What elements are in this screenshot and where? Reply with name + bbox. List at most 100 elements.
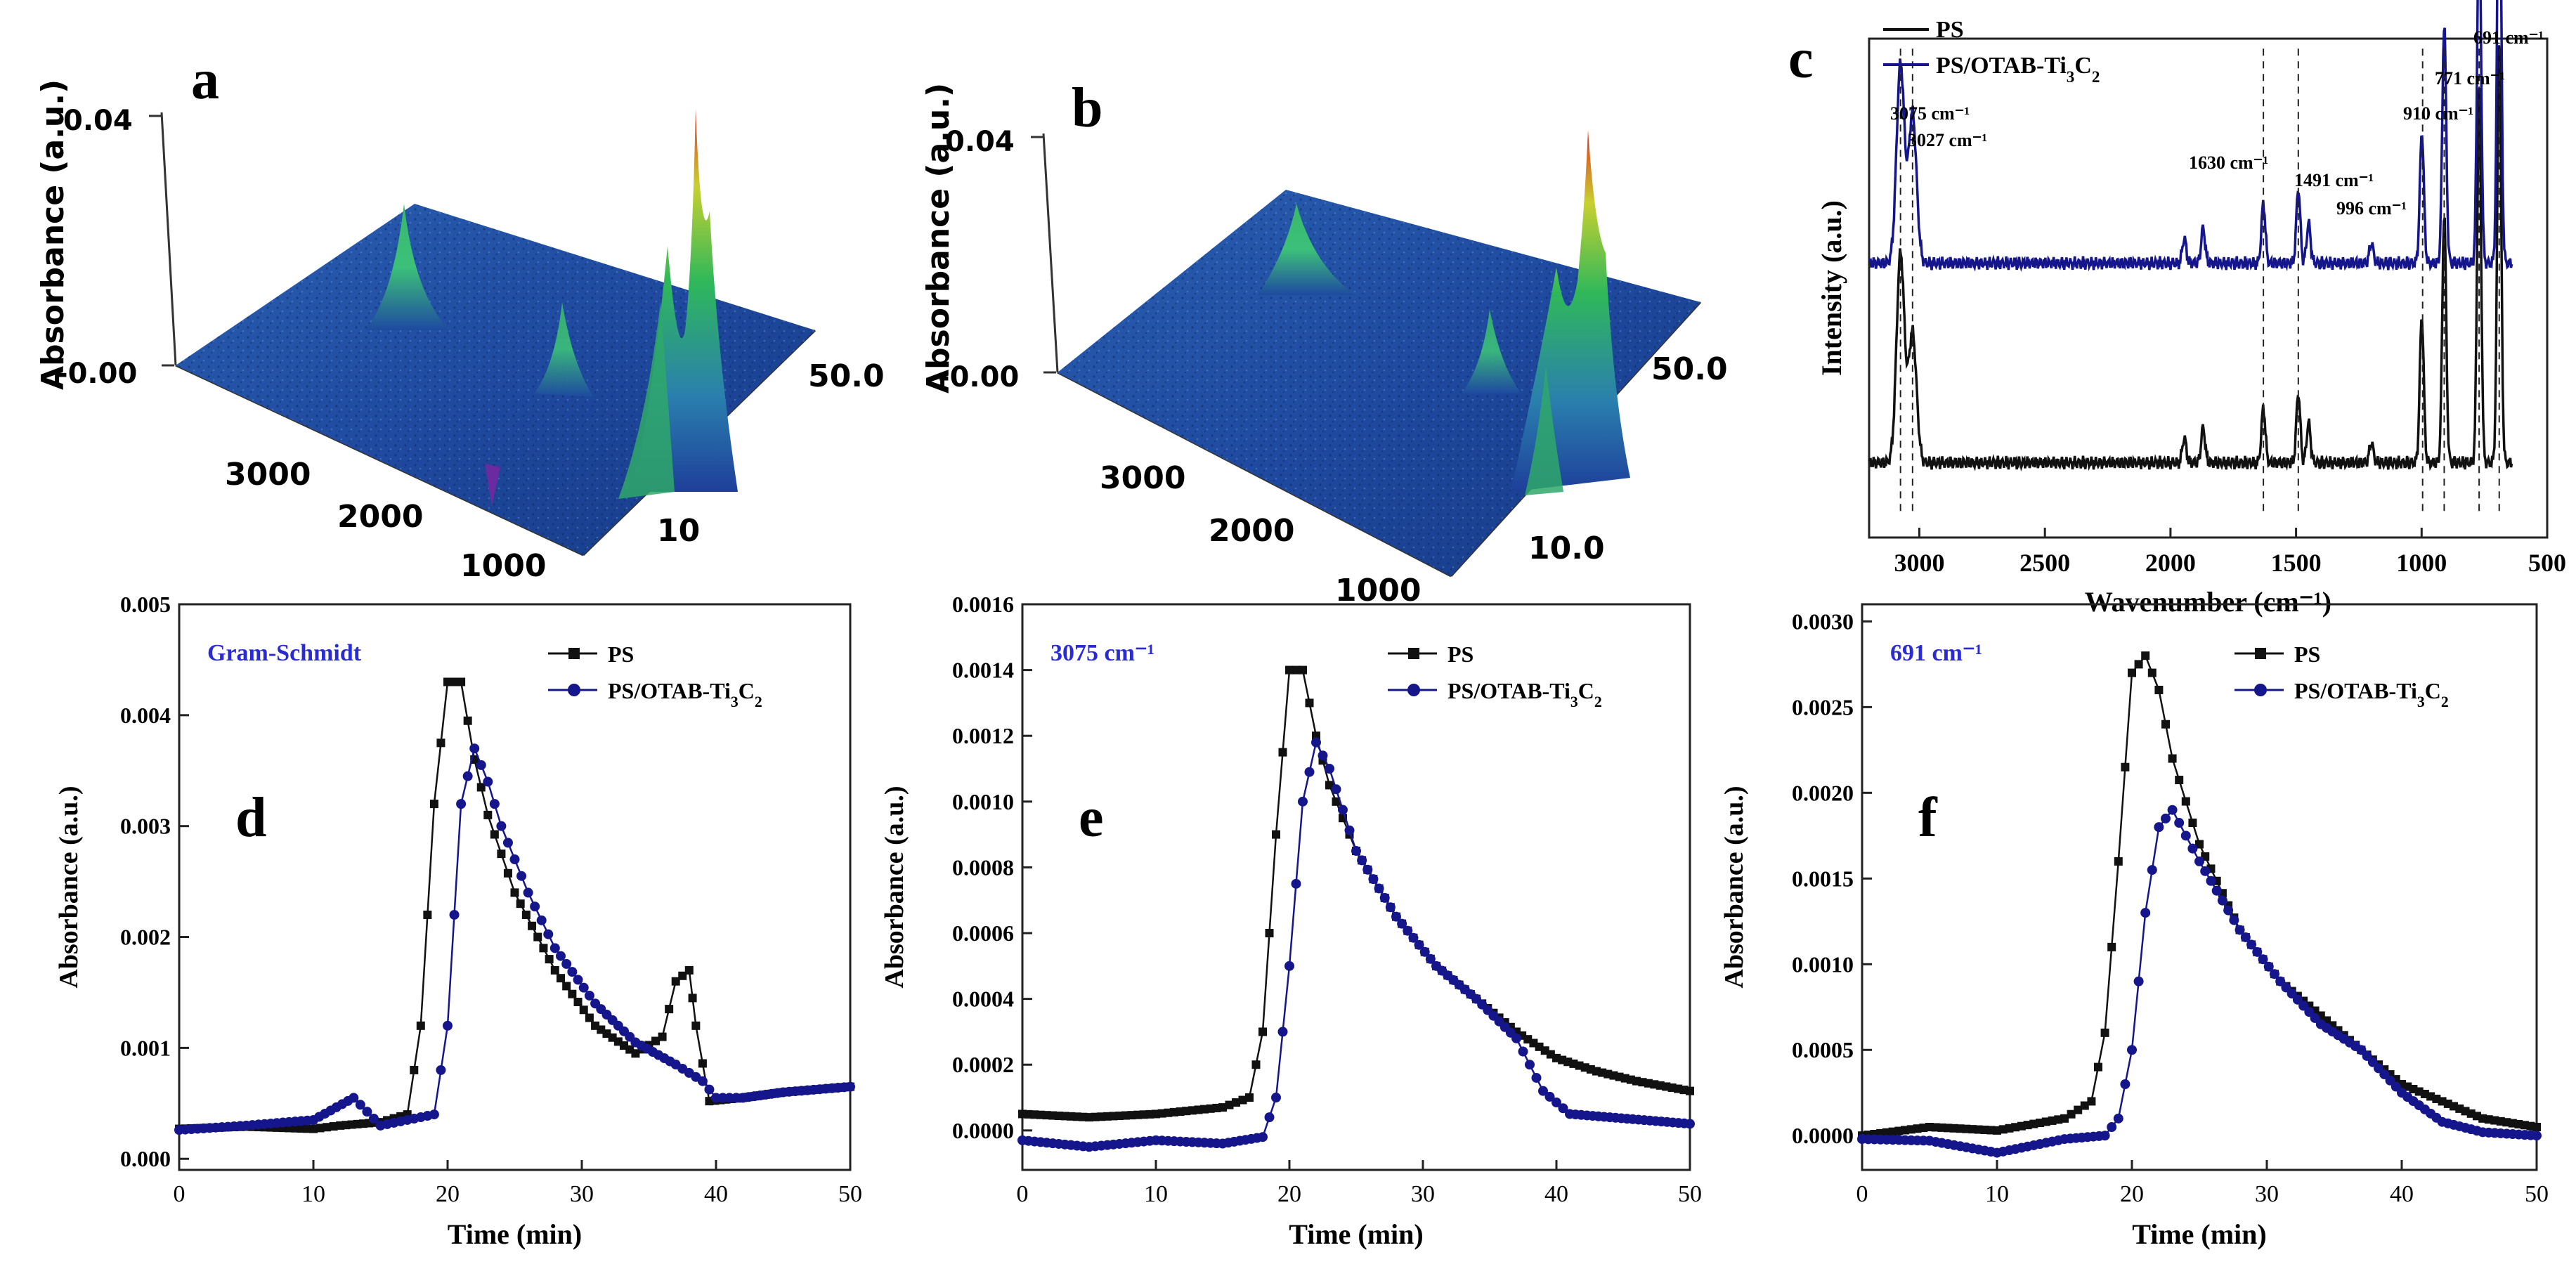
panel-f-label: f: [1918, 787, 1938, 849]
data-point-composite: [2211, 885, 2222, 896]
x-tick-label: 40: [1544, 1181, 1568, 1207]
panel-a-label: a: [191, 49, 219, 111]
data-point-composite: [1511, 1033, 1521, 1043]
data-point-composite: [2120, 1079, 2131, 1090]
data-point-ps: [490, 830, 499, 839]
peak-annotation: 3075 cm⁻¹: [1890, 103, 1970, 124]
data-point-ps: [1232, 1098, 1240, 1107]
x-tick-label: 30: [1411, 1181, 1435, 1207]
data-point-composite: [429, 1109, 439, 1120]
x-tick-label: 20: [1277, 1181, 1301, 1207]
data-point-composite: [1284, 961, 1294, 971]
data-point-composite: [443, 1020, 453, 1031]
data-point-composite: [2263, 961, 2274, 972]
peak-annotation: 3027 cm⁻¹: [1908, 130, 1987, 150]
data-point-composite: [1419, 946, 1430, 957]
data-point-ps: [2175, 776, 2184, 785]
x-tick-label: 50: [2525, 1181, 2549, 1207]
data-point-ps: [316, 1124, 325, 1133]
panel-b-zlabel: Absorbance (a.u.): [921, 83, 956, 393]
data-point-ps: [568, 989, 577, 998]
x-tick-label: 0: [174, 1181, 186, 1207]
data-point-ps: [329, 1122, 338, 1131]
legend-label-ps: PS: [1448, 642, 1474, 667]
data-point-composite: [2258, 954, 2268, 965]
peak-annotation: 1630 cm⁻¹: [2189, 152, 2268, 173]
x-tick-label: 30: [570, 1181, 594, 1207]
legend-marker-ps: [2255, 648, 2266, 659]
data-point-composite: [349, 1093, 359, 1103]
y-tick-label: 0.001: [120, 1035, 171, 1060]
data-point-composite: [2374, 1063, 2384, 1074]
data-point-composite: [2100, 1131, 2110, 1141]
legend-marker-composite: [1407, 684, 1420, 696]
data-point-composite: [2200, 866, 2211, 876]
data-point-composite: [1558, 1103, 1568, 1114]
data-point-ps: [2080, 1101, 2089, 1110]
panel-e-label: e: [1079, 787, 1104, 849]
data-point-composite: [456, 799, 467, 809]
data-point-ps: [1325, 781, 1334, 790]
data-point-ps: [497, 849, 506, 859]
data-point-composite: [845, 1081, 855, 1092]
data-point-ps: [1686, 1086, 1694, 1095]
data-point-composite: [549, 943, 560, 953]
data-point-ps: [2060, 1114, 2069, 1123]
panel-b-label: b: [1072, 77, 1103, 139]
data-point-composite: [449, 909, 460, 920]
data-point-ps: [573, 997, 583, 1006]
data-point-ps: [510, 888, 519, 897]
data-point-ps: [2094, 1062, 2102, 1072]
data-point-ps: [545, 955, 554, 964]
panel-a-ttick: 50.0: [808, 358, 885, 394]
data-point-ps: [1312, 731, 1320, 741]
panel-a-ztick: -0.00: [56, 358, 137, 390]
data-point-composite: [2269, 969, 2279, 979]
x-tick-label: 10: [1144, 1181, 1168, 1207]
data-point-composite: [2252, 946, 2263, 957]
panel-a-ttick: 10: [657, 513, 700, 549]
panel-e-chart: 0 10 20 30 40 50 0.0000 0.0002 0.0004 0.0006 0.000…: [880, 592, 1702, 1250]
data-point-ps: [2114, 857, 2123, 866]
data-point-ps: [2154, 685, 2164, 694]
data-point-composite: [1552, 1098, 1561, 1108]
data-point-ps: [1265, 929, 1274, 938]
data-point-ps: [1292, 665, 1301, 675]
data-point-ps: [1332, 797, 1341, 806]
panel-a-zlabel: Absorbance (a.u.): [35, 79, 71, 390]
data-point-ps: [2134, 660, 2143, 669]
data-point-ps: [2195, 840, 2204, 849]
data-point-ps: [429, 800, 438, 809]
surface-peak: [1511, 130, 1630, 492]
series-line-composite: [1022, 739, 1691, 1148]
spectrum-line-composite: [1868, 0, 2513, 273]
x-tick-label: 2500: [2019, 549, 2070, 577]
data-point-ps: [684, 965, 694, 975]
data-point-composite: [502, 838, 513, 848]
x-axis-label: Time (min): [1289, 1218, 1423, 1250]
data-point-composite: [1379, 892, 1390, 903]
data-point-composite: [1351, 846, 1361, 857]
peak-annotation: 771 cm⁻¹: [2435, 68, 2505, 89]
surface-peak: [1462, 309, 1521, 393]
data-point-ps: [2121, 762, 2130, 772]
data-point-composite: [2275, 976, 2286, 987]
x-tick-label: 1000: [2396, 549, 2447, 577]
panel-c-label: c: [1788, 28, 1814, 90]
data-point-composite: [1258, 1132, 1268, 1142]
data-point-composite: [2174, 818, 2185, 828]
x-tick-label: 10: [1985, 1181, 2009, 1207]
surface-peak: [1258, 204, 1356, 295]
legend-marker-ps: [1408, 648, 1419, 659]
data-point-ps: [1258, 1027, 1267, 1036]
data-point-ps: [691, 1021, 701, 1030]
y-tick-label: 0.0030: [1792, 608, 1854, 634]
y-tick-label: 0.0010: [1792, 951, 1854, 977]
data-point-composite: [2385, 1075, 2395, 1086]
data-point-ps: [556, 974, 565, 983]
data-point-composite: [1311, 737, 1321, 748]
panel-a-wtick: 1000: [460, 548, 546, 584]
series-line-ps: [178, 681, 851, 1130]
data-point-composite: [462, 771, 473, 781]
data-point-ps: [585, 1013, 594, 1022]
